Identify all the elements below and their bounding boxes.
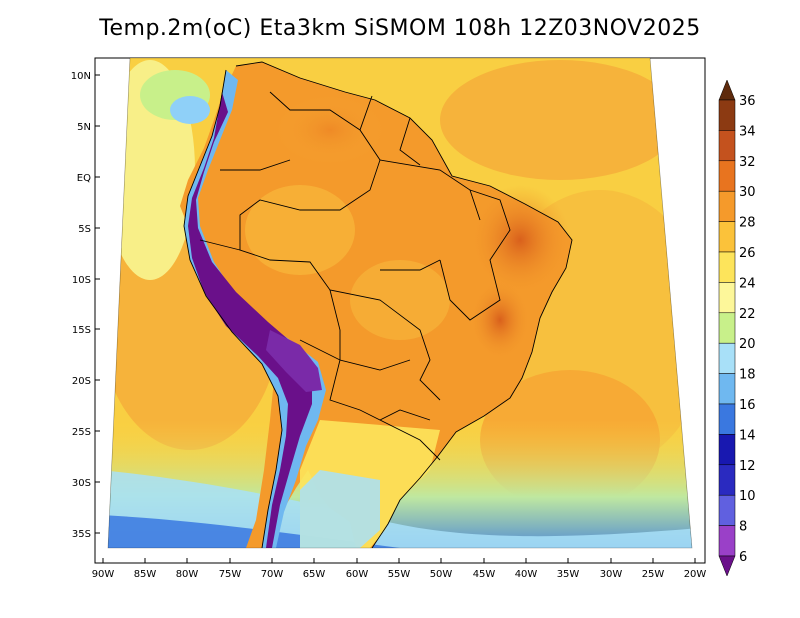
colorbar-level-label: 12 [739, 459, 756, 474]
northeast-hot-patch [470, 185, 570, 295]
colorbar-level-label: 6 [739, 550, 747, 565]
amazon-milder-patch [245, 185, 355, 275]
lon-label: 85W [134, 569, 157, 580]
colorbar-bottom-arrow [718, 555, 736, 577]
colorbar-level-label: 14 [739, 428, 756, 443]
colorbar-swatch [718, 160, 736, 192]
colorbar-swatch [718, 130, 736, 162]
colorbar-level-label: 28 [739, 216, 756, 231]
lon-label: 55W [388, 569, 411, 580]
colorbar-swatch [718, 99, 736, 131]
lon-label: 25W [642, 569, 665, 580]
lon-label: 20W [684, 569, 707, 580]
lat-label: 35S [72, 529, 91, 540]
colorbar-swatch [718, 282, 736, 314]
colorbar-level-label: 34 [739, 124, 756, 139]
colorbar-swatch [718, 403, 736, 435]
latitude-axis: 10N 5N EQ 5S 10S 15S 20S 25S 30S 35S [71, 71, 100, 540]
east-hot-patch [470, 280, 530, 360]
lon-label: 90W [92, 569, 115, 580]
lat-label: 30S [72, 478, 91, 489]
model-domain-outline [107, 57, 693, 549]
colorbar-level-label: 26 [739, 246, 756, 261]
lat-label: 10S [72, 275, 91, 286]
lat-label: 5S [78, 224, 91, 235]
lon-label: 70W [261, 569, 284, 580]
map-field [108, 58, 692, 548]
lon-label: 50W [430, 569, 453, 580]
colorbar-swatch [718, 373, 736, 405]
lon-label: 80W [176, 569, 199, 580]
central-milder-patch [350, 260, 450, 340]
lon-label: 60W [346, 569, 369, 580]
colorbar-level-label: 20 [739, 337, 756, 352]
colorbar-level-label: 24 [739, 276, 756, 291]
lon-label: 45W [473, 569, 496, 580]
colorbar-level-label: 10 [739, 489, 756, 504]
lat-label: 15S [72, 325, 91, 336]
colorbar-swatch [718, 494, 736, 526]
north-warm-patch [275, 95, 385, 165]
lat-label: 10N [71, 71, 91, 82]
colorbar-swatch [718, 312, 736, 344]
colorbar-swatch [718, 434, 736, 466]
pampas-cool-patch [300, 470, 380, 548]
lon-label: 30W [600, 569, 623, 580]
colorbar-level-label: 22 [739, 307, 756, 322]
pacific-north-cold [170, 96, 210, 124]
colorbar-top-arrow [718, 79, 736, 101]
lat-label: 20S [72, 376, 91, 387]
country-borders [183, 61, 573, 548]
longitude-axis: 90W 85W 80W 75W 70W 65W 60W 55W 50W 45W … [92, 558, 707, 580]
lat-label: EQ [77, 173, 91, 184]
map-title: Temp.2m(oC) Eta3km SiSMOM 108h 12Z03NOV2… [99, 16, 701, 41]
andes-cold-ridge [188, 92, 312, 548]
colorbar-swatch [718, 464, 736, 496]
lon-label: 35W [557, 569, 580, 580]
colorbar-level-label: 32 [739, 155, 756, 170]
lat-label: 5N [77, 122, 91, 133]
lat-label: 25S [72, 427, 91, 438]
lon-label: 75W [219, 569, 242, 580]
colorbar-swatch [718, 525, 736, 557]
colorbar-swatch [718, 190, 736, 222]
colorbar-level-label: 8 [739, 520, 747, 535]
altiplano-cold-patch [266, 330, 322, 392]
colorbar-swatch [718, 251, 736, 283]
colorbar-level-label: 16 [739, 398, 756, 413]
atlantic-north-warm-area [440, 60, 680, 180]
lon-label: 40W [515, 569, 538, 580]
colorbar-swatch [718, 342, 736, 374]
colorbar-swatch [718, 221, 736, 253]
lon-label: 65W [303, 569, 326, 580]
colorbar: 36 34 32 30 28 26 24 22 20 18 16 14 12 10 8 6 [718, 79, 756, 577]
colorbar-level-label: 36 [739, 94, 756, 109]
colorbar-level-label: 18 [739, 368, 756, 383]
colorbar-level-label: 30 [739, 185, 756, 200]
